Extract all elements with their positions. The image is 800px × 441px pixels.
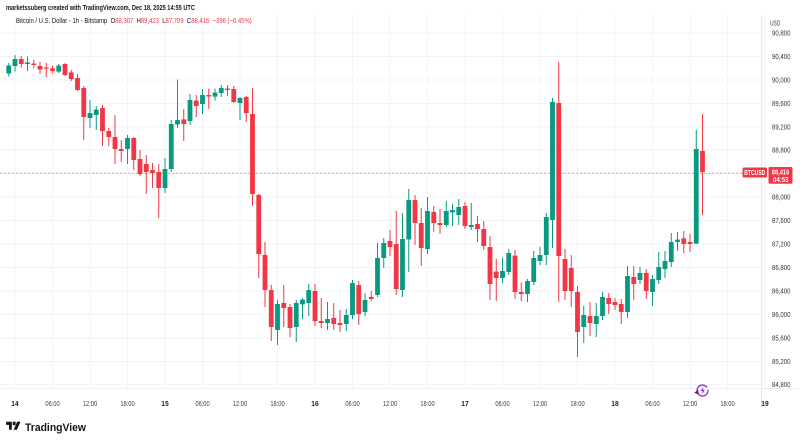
svg-text:89,600: 89,600	[772, 99, 791, 108]
svg-text:90,400: 90,400	[772, 52, 791, 61]
svg-text:TradingView: TradingView	[25, 422, 87, 434]
svg-text:14: 14	[11, 399, 18, 408]
svg-text:86,800: 86,800	[772, 263, 791, 272]
svg-text:88,416: 88,416	[772, 167, 790, 176]
svg-text:86,400: 86,400	[772, 286, 791, 295]
svg-text:18:00: 18:00	[420, 399, 434, 408]
svg-text:12:00: 12:00	[683, 399, 697, 408]
svg-text:06:00: 06:00	[345, 399, 359, 408]
svg-text:17: 17	[461, 399, 468, 408]
svg-text:86,000: 86,000	[772, 310, 791, 319]
svg-text:06:00: 06:00	[645, 399, 659, 408]
svg-text:16: 16	[311, 399, 318, 408]
svg-text:12:00: 12:00	[383, 399, 397, 408]
svg-text:15: 15	[161, 399, 168, 408]
svg-text:18:00: 18:00	[570, 399, 584, 408]
svg-text:88,800: 88,800	[772, 146, 791, 155]
svg-text:06:00: 06:00	[495, 399, 509, 408]
svg-text:87,200: 87,200	[772, 240, 791, 249]
svg-text:12:00: 12:00	[233, 399, 247, 408]
svg-text:85,200: 85,200	[772, 357, 791, 366]
svg-text:85,600: 85,600	[772, 333, 791, 342]
svg-text:18:00: 18:00	[270, 399, 284, 408]
svg-text:18:00: 18:00	[120, 399, 134, 408]
svg-text:06:00: 06:00	[45, 399, 59, 408]
svg-text:USD: USD	[770, 19, 780, 28]
svg-text:87,600: 87,600	[772, 216, 791, 225]
svg-text:88,000: 88,000	[772, 193, 791, 202]
svg-text:19: 19	[761, 399, 768, 408]
svg-text:89,200: 89,200	[772, 122, 791, 131]
svg-text:BTCUSD: BTCUSD	[744, 170, 765, 177]
svg-text:18: 18	[611, 399, 618, 408]
svg-text:12:00: 12:00	[83, 399, 97, 408]
svg-text:18:00: 18:00	[720, 399, 734, 408]
svg-text:06:00: 06:00	[195, 399, 209, 408]
svg-text:12:00: 12:00	[533, 399, 547, 408]
svg-text:04:53: 04:53	[773, 175, 789, 184]
svg-text:90,800: 90,800	[772, 29, 791, 38]
svg-text:90,000: 90,000	[772, 75, 791, 84]
svg-text:84,800: 84,800	[772, 380, 791, 389]
